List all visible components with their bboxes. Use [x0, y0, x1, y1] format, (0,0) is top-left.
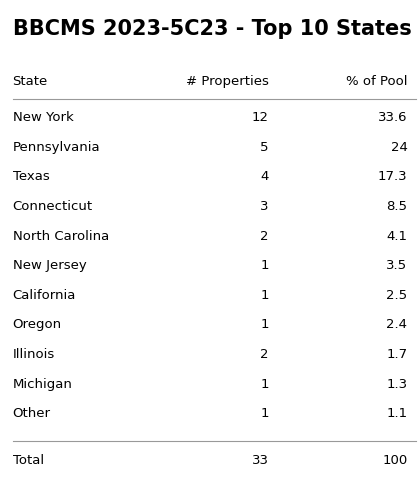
Text: 2.4: 2.4	[386, 318, 407, 331]
Text: 1: 1	[260, 289, 269, 302]
Text: New York: New York	[13, 111, 74, 124]
Text: 1: 1	[260, 407, 269, 420]
Text: BBCMS 2023-5C23 - Top 10 States: BBCMS 2023-5C23 - Top 10 States	[13, 19, 411, 39]
Text: % of Pool: % of Pool	[346, 75, 407, 89]
Text: Oregon: Oregon	[13, 318, 62, 331]
Text: 8.5: 8.5	[386, 200, 407, 213]
Text: 3: 3	[260, 200, 269, 213]
Text: 3.5: 3.5	[386, 259, 407, 272]
Text: California: California	[13, 289, 76, 302]
Text: 100: 100	[382, 454, 407, 468]
Text: 33.6: 33.6	[378, 111, 407, 124]
Text: # Properties: # Properties	[186, 75, 269, 89]
Text: New Jersey: New Jersey	[13, 259, 87, 272]
Text: 2: 2	[260, 229, 269, 243]
Text: 1.7: 1.7	[386, 348, 407, 361]
Text: 5: 5	[260, 141, 269, 154]
Text: Illinois: Illinois	[13, 348, 55, 361]
Text: Pennsylvania: Pennsylvania	[13, 141, 100, 154]
Text: Texas: Texas	[13, 170, 50, 183]
Text: 1: 1	[260, 318, 269, 331]
Text: Connecticut: Connecticut	[13, 200, 93, 213]
Text: 33: 33	[252, 454, 269, 468]
Text: 12: 12	[252, 111, 269, 124]
Text: Total: Total	[13, 454, 44, 468]
Text: North Carolina: North Carolina	[13, 229, 109, 243]
Text: 1.1: 1.1	[386, 407, 407, 420]
Text: Michigan: Michigan	[13, 377, 73, 391]
Text: 17.3: 17.3	[378, 170, 407, 183]
Text: State: State	[13, 75, 48, 89]
Text: 2.5: 2.5	[386, 289, 407, 302]
Text: 1: 1	[260, 259, 269, 272]
Text: 1.3: 1.3	[386, 377, 407, 391]
Text: Other: Other	[13, 407, 50, 420]
Text: 1: 1	[260, 377, 269, 391]
Text: 4: 4	[260, 170, 269, 183]
Text: 24: 24	[391, 141, 407, 154]
Text: 2: 2	[260, 348, 269, 361]
Text: 4.1: 4.1	[386, 229, 407, 243]
